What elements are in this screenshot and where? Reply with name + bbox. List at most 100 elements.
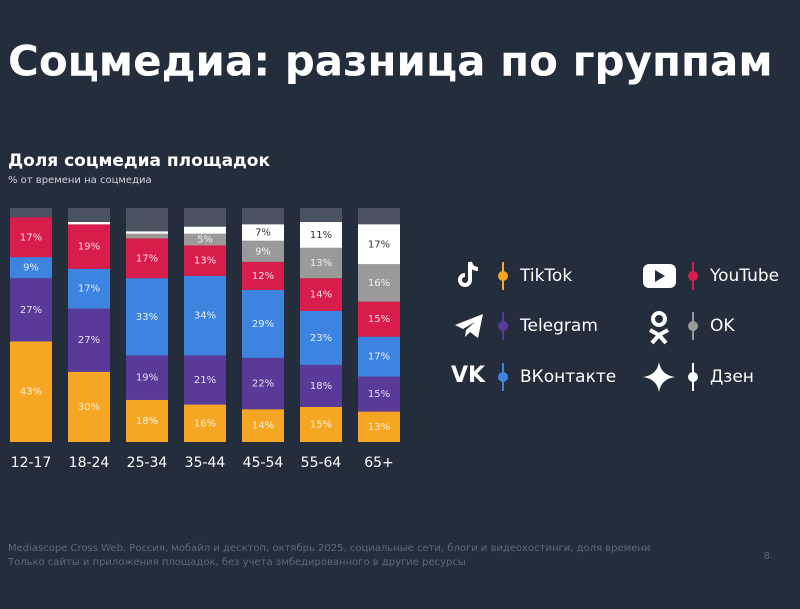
value-label: 22%	[252, 379, 274, 390]
value-label: 16%	[194, 418, 216, 429]
chart-subtitle: % от времени на соцмедиа	[8, 175, 152, 186]
x-tick-label: 45-54	[243, 455, 284, 471]
footnote: Только сайты и приложения площадок, без …	[7, 557, 466, 568]
value-label: 27%	[78, 335, 100, 346]
bar-segment	[242, 224, 284, 241]
bar-segment	[358, 264, 400, 302]
value-label: 5%	[197, 235, 213, 246]
bar-segment	[10, 278, 52, 342]
value-label: 19%	[78, 242, 100, 253]
legend-swatch	[688, 321, 698, 331]
page-number: 8	[764, 551, 770, 562]
youtube-play	[655, 270, 665, 282]
value-label: 18%	[136, 416, 158, 427]
value-label: 9%	[23, 263, 39, 274]
bar-segment	[184, 404, 226, 442]
bar-segment	[358, 376, 400, 412]
value-label: 15%	[368, 389, 390, 400]
bar-segment	[242, 357, 284, 410]
legend-label: YouTube	[709, 266, 779, 286]
value-label: 7%	[255, 228, 271, 239]
legend-label: Дзен	[710, 367, 754, 387]
value-label: 15%	[368, 314, 390, 325]
slide-title: Соцмедиа: разница по группам	[8, 37, 773, 86]
value-label: 19%	[136, 373, 158, 384]
bar-segment	[68, 371, 110, 442]
value-label: 30%	[78, 402, 100, 413]
bar-segment	[10, 257, 52, 279]
value-label: 14%	[252, 421, 274, 432]
bar-segment	[300, 247, 342, 279]
bar-segment	[126, 233, 168, 239]
value-label: 13%	[194, 256, 216, 267]
legend-swatch	[688, 372, 698, 382]
bar-segment	[242, 409, 284, 442]
value-label: 17%	[368, 352, 390, 363]
value-label: 33%	[136, 312, 158, 323]
bar-segment	[358, 336, 400, 377]
bar-segment	[126, 355, 168, 400]
value-label: 43%	[20, 387, 42, 398]
bar-segment	[358, 411, 400, 442]
bar-segment	[300, 278, 342, 311]
value-label: 14%	[310, 290, 332, 301]
bar-segment	[68, 222, 110, 225]
value-label: 17%	[136, 253, 158, 264]
bar-segment	[126, 238, 168, 279]
bar-segment	[242, 240, 284, 262]
bar-segment	[300, 222, 342, 248]
bar-segment	[184, 355, 226, 405]
value-label: 29%	[252, 319, 274, 330]
chart-title: Доля соцмедиа площадок	[8, 151, 270, 171]
value-label: 21%	[194, 375, 216, 386]
bar-segment	[184, 275, 226, 356]
x-tick-label: 25-34	[127, 455, 168, 471]
bar-segment	[184, 226, 226, 234]
bar-segment	[10, 217, 52, 258]
bar-segment	[300, 310, 342, 365]
bar-segment	[242, 261, 284, 290]
bar-segment	[68, 268, 110, 309]
value-label: 17%	[368, 239, 390, 250]
bar-segment	[300, 406, 342, 442]
ok-icon	[651, 311, 667, 327]
bar-segment	[358, 224, 400, 265]
value-label: 16%	[368, 278, 390, 289]
x-tick-label: 35-44	[185, 455, 226, 471]
legend-label: Telegram	[519, 316, 598, 336]
dzen-icon	[643, 362, 675, 392]
tiktok-icon	[458, 261, 479, 287]
bar-segment	[126, 278, 168, 356]
bar-segment	[300, 364, 342, 407]
bar-segment	[126, 231, 168, 234]
legend-swatch	[498, 372, 508, 382]
value-label: 11%	[310, 230, 332, 241]
value-label: 23%	[310, 333, 332, 344]
ok-icon	[649, 328, 669, 345]
legend-swatch	[688, 271, 698, 281]
value-label: 18%	[310, 381, 332, 392]
legend-label: TikTok	[519, 266, 572, 286]
x-tick-label: 18-24	[69, 455, 110, 471]
value-label: 15%	[310, 419, 332, 430]
x-tick-label: 65+	[364, 455, 394, 471]
bar-segment	[68, 308, 110, 372]
bar-segment	[68, 224, 110, 269]
bar-segment	[184, 233, 226, 246]
bar-segment	[10, 341, 52, 442]
value-label: 12%	[252, 271, 274, 282]
legend-label: ВКонтакте	[520, 367, 616, 387]
bar-segment	[184, 245, 226, 276]
value-label: 17%	[78, 284, 100, 295]
bar-segment	[126, 399, 168, 442]
value-label: 34%	[194, 311, 216, 322]
vk-icon: VK	[451, 363, 486, 388]
value-label: 9%	[255, 246, 271, 257]
value-label: 13%	[310, 258, 332, 269]
legend-label: OK	[710, 316, 735, 336]
value-label: 17%	[20, 232, 42, 243]
value-label: 13%	[368, 422, 390, 433]
x-tick-label: 55-64	[301, 455, 342, 471]
x-tick-label: 12-17	[11, 455, 52, 471]
